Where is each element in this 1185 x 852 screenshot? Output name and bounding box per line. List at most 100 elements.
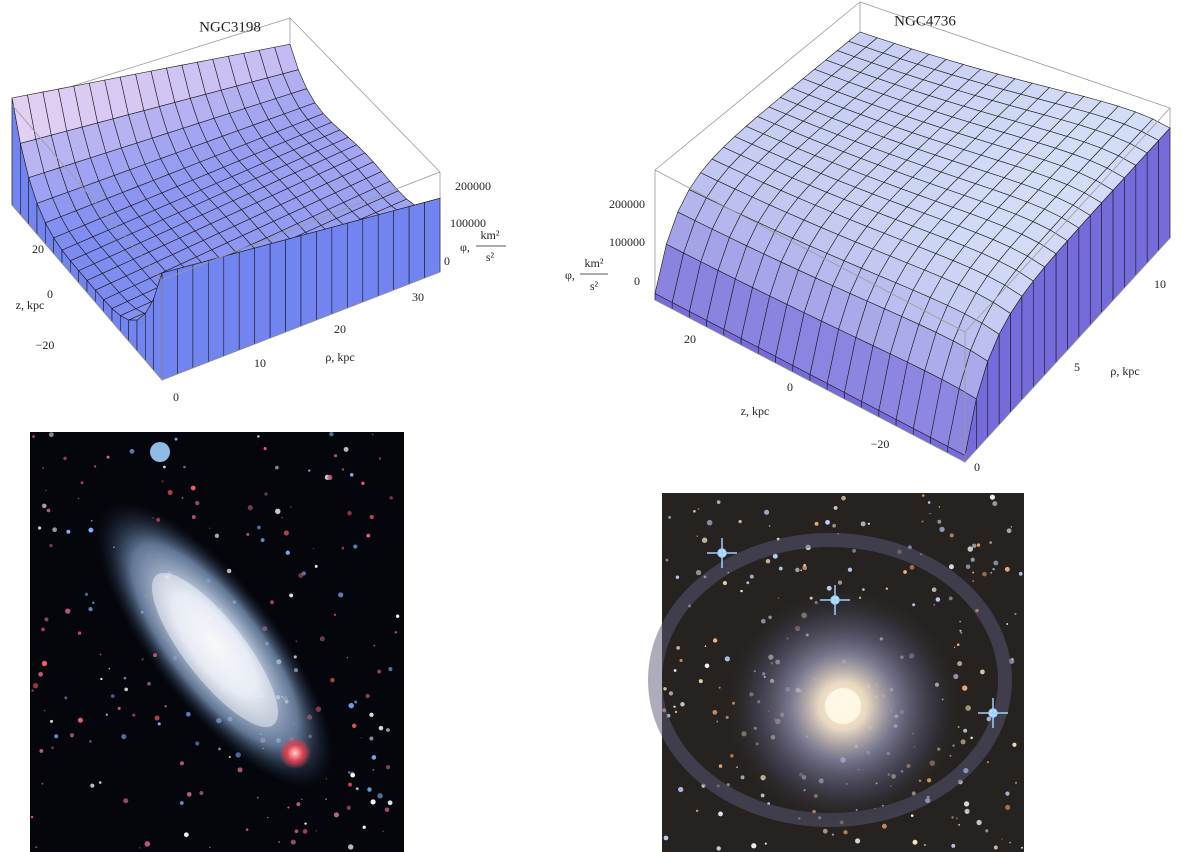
star bbox=[109, 668, 110, 669]
star bbox=[765, 843, 767, 845]
star bbox=[924, 844, 926, 846]
star bbox=[388, 800, 393, 805]
star bbox=[987, 761, 989, 763]
star bbox=[679, 659, 682, 662]
star bbox=[320, 636, 325, 641]
surface-patch bbox=[1090, 203, 1101, 325]
surface-patch bbox=[1136, 153, 1147, 275]
star bbox=[1012, 743, 1016, 747]
surface-patch bbox=[378, 211, 393, 296]
star bbox=[374, 645, 376, 647]
star bbox=[261, 538, 265, 542]
surface-patch bbox=[162, 269, 177, 380]
star bbox=[94, 465, 96, 467]
star bbox=[750, 575, 754, 579]
phi-tick-label: 100000 bbox=[609, 235, 645, 249]
star bbox=[54, 734, 58, 738]
star bbox=[751, 843, 756, 848]
star bbox=[379, 457, 381, 459]
z-tick-label: 20 bbox=[32, 242, 44, 256]
star bbox=[267, 817, 268, 818]
unit-denominator: s² bbox=[590, 279, 599, 293]
star bbox=[1005, 805, 1010, 810]
surface-patch bbox=[409, 202, 424, 284]
star bbox=[315, 565, 318, 568]
star bbox=[1019, 572, 1023, 576]
surface-patch bbox=[301, 231, 316, 326]
star bbox=[717, 846, 721, 850]
phi-axis-label: φ, bbox=[565, 268, 575, 282]
star bbox=[50, 720, 53, 723]
star bbox=[195, 501, 199, 505]
star bbox=[961, 739, 966, 744]
star bbox=[303, 829, 308, 834]
plot-title: NGC3198 bbox=[199, 19, 261, 35]
star bbox=[282, 517, 283, 518]
star bbox=[716, 721, 718, 723]
star bbox=[1007, 528, 1012, 533]
star bbox=[348, 771, 351, 774]
star bbox=[951, 844, 955, 848]
star bbox=[702, 538, 707, 543]
star bbox=[147, 682, 151, 686]
surface-patch bbox=[1124, 165, 1135, 287]
star bbox=[989, 541, 992, 544]
z-axis-label: z, kpc bbox=[16, 298, 45, 312]
star bbox=[676, 646, 680, 650]
star bbox=[913, 840, 918, 845]
star bbox=[959, 621, 961, 623]
surface-patch bbox=[286, 236, 301, 332]
star bbox=[379, 726, 383, 730]
surface-patch bbox=[1068, 228, 1079, 350]
phi-tick-label: 0 bbox=[444, 254, 450, 268]
star bbox=[38, 672, 43, 677]
star bbox=[348, 783, 352, 787]
star bbox=[49, 432, 54, 437]
star bbox=[354, 700, 357, 703]
star bbox=[257, 526, 261, 530]
star bbox=[246, 828, 249, 831]
star bbox=[32, 435, 35, 438]
surface-patch bbox=[224, 252, 239, 356]
star bbox=[186, 712, 191, 717]
surface-patch bbox=[239, 248, 254, 350]
star bbox=[327, 475, 332, 480]
star bbox=[187, 792, 192, 797]
star bbox=[1006, 623, 1008, 625]
star bbox=[123, 798, 128, 803]
star bbox=[386, 765, 390, 769]
star bbox=[676, 575, 679, 578]
star bbox=[304, 822, 306, 824]
star bbox=[932, 587, 937, 592]
star bbox=[246, 533, 249, 536]
star bbox=[287, 807, 289, 809]
surface-patch bbox=[1022, 281, 1033, 400]
star bbox=[330, 678, 335, 683]
star bbox=[779, 567, 783, 571]
star bbox=[949, 596, 953, 600]
surface-patch bbox=[120, 316, 128, 341]
star bbox=[910, 565, 915, 570]
star bbox=[951, 816, 953, 818]
star bbox=[180, 761, 184, 765]
star bbox=[730, 754, 733, 757]
star bbox=[800, 569, 802, 571]
star bbox=[139, 847, 140, 848]
star bbox=[388, 667, 392, 671]
star bbox=[342, 468, 345, 471]
star bbox=[81, 481, 84, 484]
star bbox=[956, 818, 957, 819]
star bbox=[372, 434, 374, 436]
rho-tick-label: 5 bbox=[1074, 360, 1080, 374]
star bbox=[361, 482, 364, 485]
surface-patch bbox=[1102, 190, 1113, 312]
rho-tick-label: 0 bbox=[173, 390, 179, 404]
unit-numerator: km² bbox=[585, 256, 604, 270]
z-tick-label: 0 bbox=[47, 287, 53, 301]
star bbox=[371, 799, 376, 804]
star bbox=[45, 490, 47, 492]
z-tick-label: −20 bbox=[871, 437, 890, 451]
star bbox=[385, 807, 390, 812]
star bbox=[985, 829, 988, 832]
star bbox=[693, 510, 696, 513]
